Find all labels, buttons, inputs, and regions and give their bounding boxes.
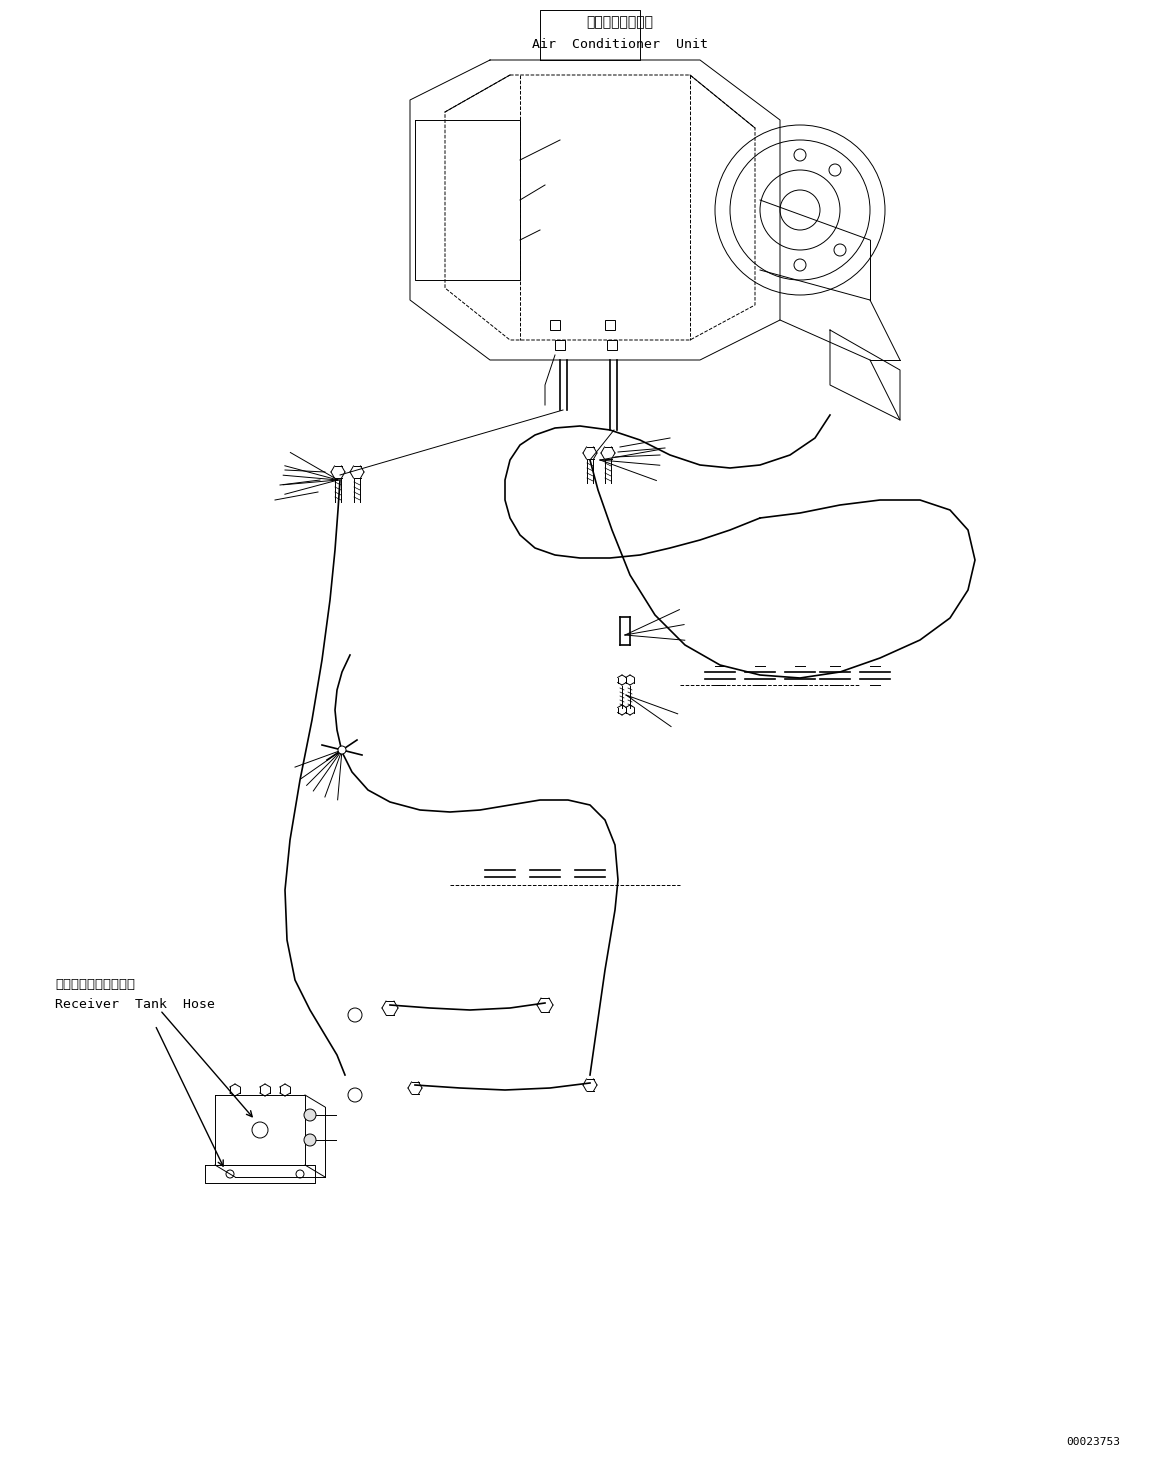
Circle shape [338, 746, 347, 755]
Text: Air  Conditioner  Unit: Air Conditioner Unit [531, 38, 708, 51]
Text: Receiver  Tank  Hose: Receiver Tank Hose [55, 998, 215, 1011]
Circle shape [304, 1108, 316, 1122]
Text: エアコンユニット: エアコンユニット [586, 15, 654, 29]
Circle shape [304, 1133, 316, 1147]
Bar [550, 320, 561, 330]
Text: 00023753: 00023753 [1066, 1437, 1120, 1447]
Bar [555, 341, 565, 349]
Text: レシーバタンクホース: レシーバタンクホース [55, 979, 135, 991]
Bar [605, 320, 615, 330]
Bar [607, 341, 618, 349]
